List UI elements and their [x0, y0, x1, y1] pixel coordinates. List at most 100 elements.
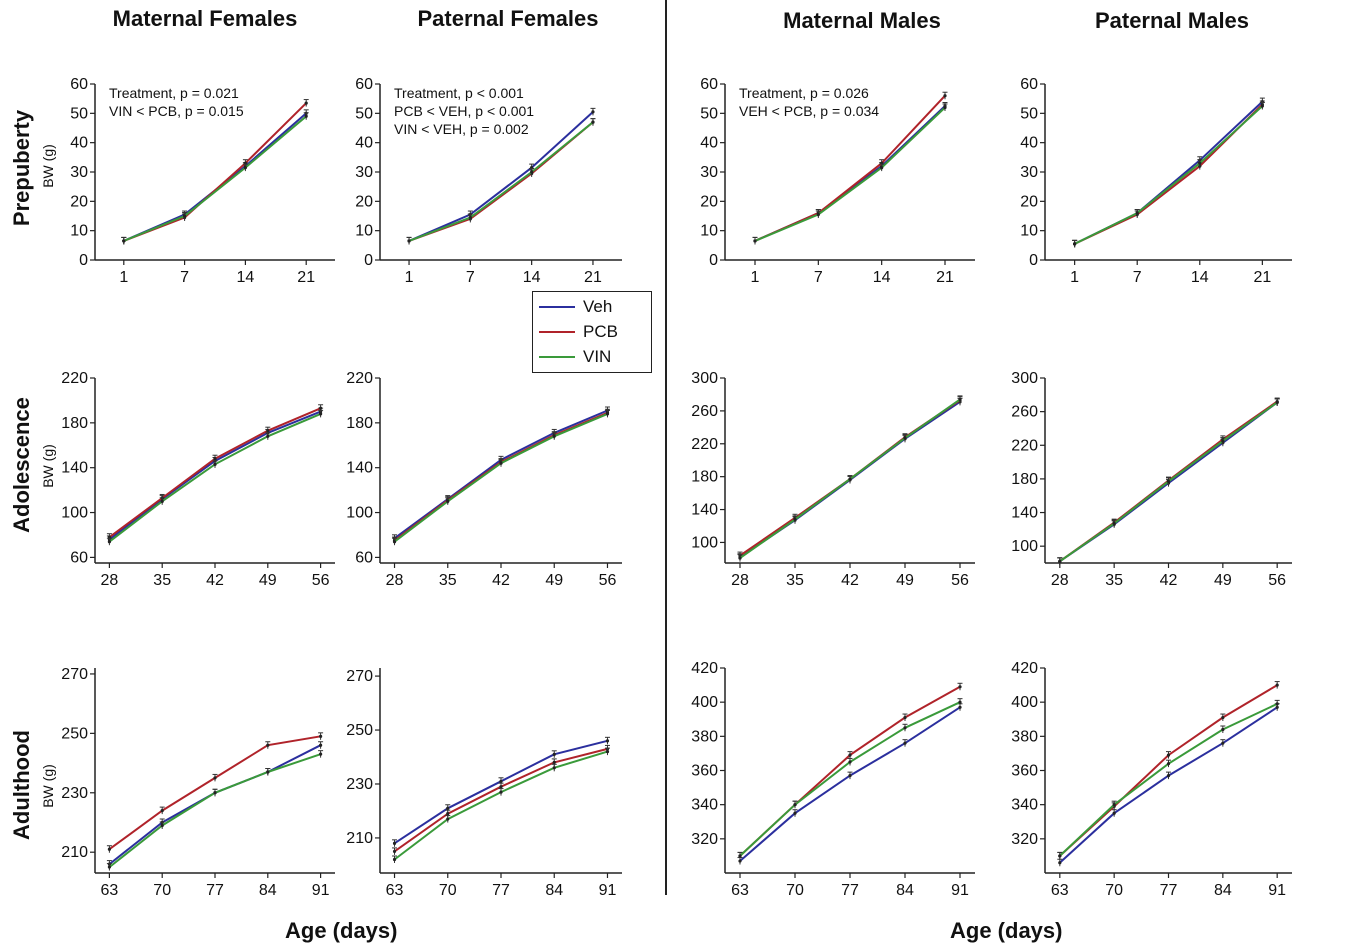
- legend-item-vin: VIN: [539, 346, 611, 368]
- x-axis-label-males: Age (days): [950, 918, 1063, 943]
- data-point-vin: [1166, 479, 1171, 484]
- y-tick-label: 50: [700, 105, 718, 122]
- data-point-vin: [753, 239, 757, 243]
- data-point-vin: [1135, 211, 1139, 215]
- data-point-vin: [605, 412, 610, 416]
- data-point-veh: [958, 705, 962, 709]
- panel-paternal-females-adulthood: 210 230 250 270 63 70 77 84 91: [346, 668, 622, 899]
- stat-annotation: Treatment, p < 0.001: [394, 85, 524, 101]
- data-point-vin: [1112, 521, 1116, 526]
- y-tick-label: 60: [355, 76, 373, 93]
- y-tick-label: 60: [1020, 76, 1038, 93]
- series-line-pcb: [123, 102, 307, 242]
- legend-item-pcb: PCB: [539, 321, 618, 343]
- stat-annotation: Treatment, p = 0.021: [109, 85, 239, 101]
- data-point-vin: [848, 760, 852, 764]
- data-point-vin: [552, 766, 556, 770]
- data-point-vin: [903, 436, 907, 440]
- y-tick-label: 30: [355, 164, 373, 181]
- series-line-vin: [393, 750, 608, 861]
- series-line-veh: [1059, 706, 1278, 864]
- data-point-pcb: [1221, 715, 1225, 720]
- data-point-vin: [499, 461, 503, 465]
- y-tick-label: 40: [700, 135, 718, 152]
- x-tick-label: 84: [896, 882, 914, 899]
- series-line-vin: [123, 115, 307, 242]
- data-point-vin: [266, 770, 270, 774]
- series-line-vin: [1074, 105, 1264, 245]
- y-tick-label: 220: [346, 370, 373, 387]
- data-point-vin: [446, 817, 450, 821]
- x-tick-label: 49: [259, 572, 277, 589]
- panel-maternal-males-adolescence: 100 140 180 220 260 300 28 35 42 49 56: [691, 370, 975, 589]
- data-point-pcb: [319, 406, 323, 410]
- stat-annotation: VIN < PCB, p = 0.015: [109, 103, 244, 119]
- legend: Veh PCB VIN: [532, 291, 652, 373]
- x-tick-label: 91: [951, 882, 969, 899]
- y-tick-label: 0: [364, 252, 373, 269]
- data-point-veh: [738, 859, 742, 863]
- data-point-vin: [816, 212, 820, 217]
- series-line-vin: [408, 121, 594, 242]
- legend-label-vin: VIN: [583, 347, 612, 366]
- y-tick-label: 140: [61, 460, 88, 477]
- x-tick-label: 21: [297, 269, 315, 286]
- series-line-pcb: [393, 411, 608, 542]
- data-point-vin: [107, 865, 111, 869]
- x-tick-label: 28: [386, 572, 404, 589]
- y-tick-label: 100: [346, 505, 373, 522]
- y-tick-label: 340: [691, 797, 718, 814]
- x-tick-label: 21: [936, 269, 954, 286]
- data-point-vin: [446, 499, 450, 503]
- y-tick-label: 360: [691, 763, 718, 780]
- data-point-veh: [848, 774, 852, 778]
- y-tick-label: 220: [691, 436, 718, 453]
- data-point-vin: [1112, 803, 1116, 807]
- data-point-vin: [122, 239, 126, 243]
- x-tick-label: 49: [1214, 572, 1232, 589]
- y-tick-label: 20: [355, 193, 373, 210]
- x-tick-label: 1: [1070, 269, 1079, 286]
- legend-swatch-veh: [539, 306, 575, 308]
- stat-annotation: VEH < PCB, p = 0.034: [739, 103, 879, 119]
- data-point-vin: [880, 166, 884, 170]
- x-tick-label: 70: [439, 882, 457, 899]
- y-tick-label: 250: [61, 725, 88, 742]
- data-point-veh: [446, 806, 450, 810]
- panel-maternal-females-adulthood: 210 230 250 270 63 70 77 84 91: [61, 666, 335, 899]
- x-tick-label: 84: [545, 882, 563, 899]
- y-tick-label: 140: [691, 502, 718, 519]
- data-point-pcb: [943, 94, 947, 98]
- x-tick-label: 14: [1191, 269, 1209, 286]
- x-tick-label: 56: [312, 572, 330, 589]
- series-line-veh: [108, 744, 322, 865]
- data-point-vin: [1275, 400, 1279, 404]
- x-tick-label: 70: [153, 882, 171, 899]
- y-tick-label: 230: [61, 785, 88, 802]
- y-tick-label: 340: [1011, 797, 1038, 814]
- data-point-vin: [943, 105, 947, 110]
- data-point-vin: [160, 499, 164, 503]
- stat-annotation: PCB < VEH, p < 0.001: [394, 103, 534, 119]
- x-tick-label: 28: [731, 572, 749, 589]
- x-axis-label-females: Age (days): [285, 918, 398, 943]
- x-tick-label: 21: [584, 269, 602, 286]
- data-point-veh: [499, 779, 503, 783]
- data-point-vin: [958, 700, 962, 704]
- y-tick-label: 260: [691, 403, 718, 420]
- y-tick-label: 210: [346, 830, 373, 847]
- series-line-veh: [108, 410, 321, 541]
- y-tick-label: 10: [1020, 223, 1038, 240]
- y-tick-label: 20: [1020, 193, 1038, 210]
- y-tick-label: 380: [691, 728, 718, 745]
- data-point-pcb: [304, 101, 308, 105]
- data-point-vin: [530, 170, 534, 174]
- data-point-vin: [107, 540, 111, 544]
- x-tick-label: 70: [786, 882, 804, 899]
- data-point-vin: [738, 556, 742, 560]
- x-tick-label: 77: [1160, 882, 1178, 899]
- data-point-vin: [499, 790, 503, 794]
- x-tick-label: 63: [386, 882, 404, 899]
- x-tick-label: 14: [523, 269, 541, 286]
